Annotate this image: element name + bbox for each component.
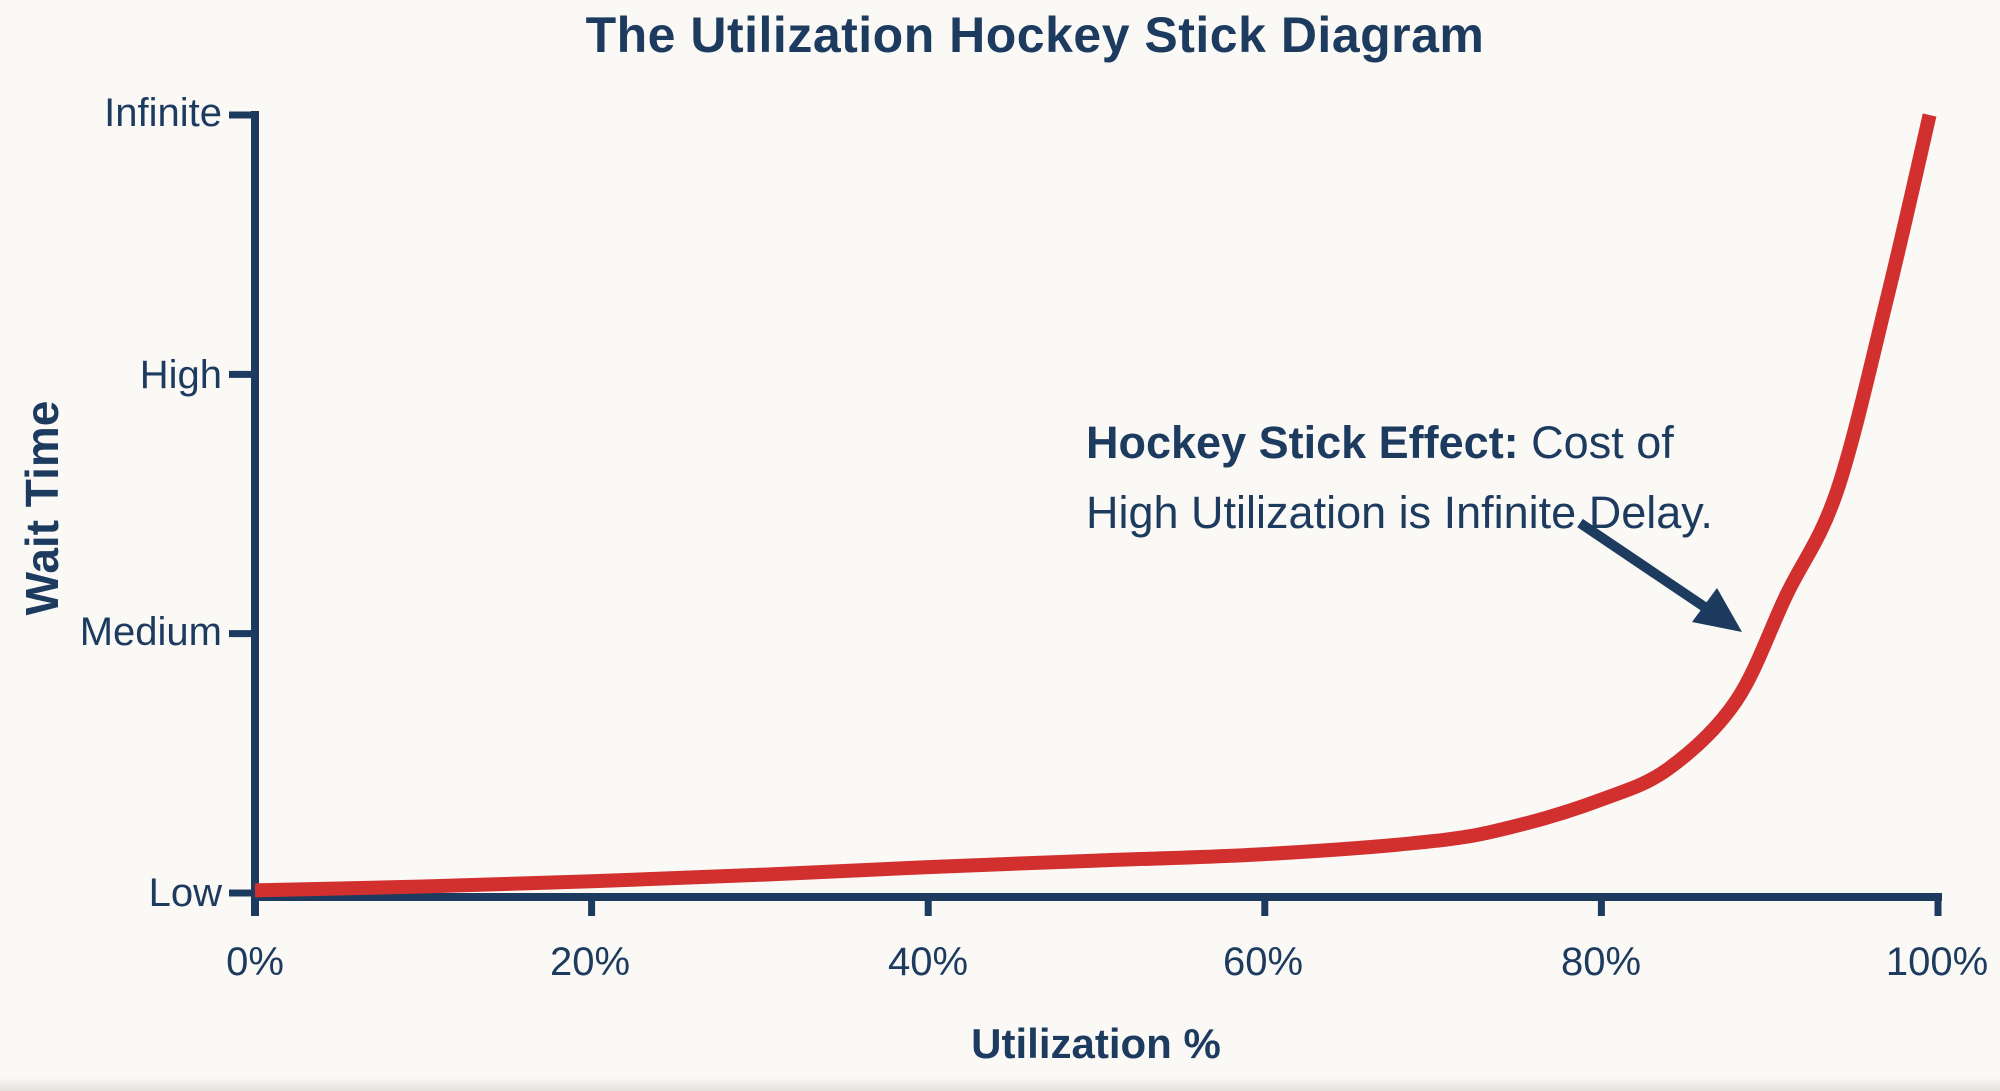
x-tick-label-100: 100% — [1885, 940, 1989, 984]
annotation-arrow — [1577, 518, 1742, 632]
annotation-line-1: Hockey Stick Effect: Cost of — [1086, 408, 1713, 478]
y-tick-label-low: Low — [148, 871, 222, 915]
x-tick-label-40: 40% — [887, 940, 969, 984]
x-tick-label-0: 0% — [226, 940, 284, 984]
annotation-arrowhead-icon — [1692, 588, 1742, 632]
x-tick-label-60: 60% — [1222, 940, 1304, 984]
chart-title: The Utilization Hockey Stick Diagram — [585, 7, 1485, 63]
y-axis-title: Wait Time — [16, 400, 68, 616]
wait-time-curve — [254, 113, 1937, 898]
annotation-regular-text: Cost of — [1518, 417, 1674, 468]
annotation-arrow-shaft — [1577, 518, 1715, 617]
x-axis-title: Utilization % — [971, 1020, 1221, 1067]
x-tick-label-20: 20% — [549, 940, 631, 984]
y-tick-label-infinite: Infinite — [104, 91, 222, 135]
y-tick-label-medium: Medium — [79, 610, 222, 654]
annotation-line-2: High Utilization is Infinite Delay. — [1086, 487, 1713, 538]
annotation-bold-text: Hockey Stick Effect: — [1086, 417, 1519, 468]
y-tick-label-high: High — [139, 353, 222, 397]
annotation-text: Hockey Stick Effect: Cost of High Utiliz… — [1086, 408, 1713, 548]
x-tick-label-80: 80% — [1560, 940, 1642, 984]
